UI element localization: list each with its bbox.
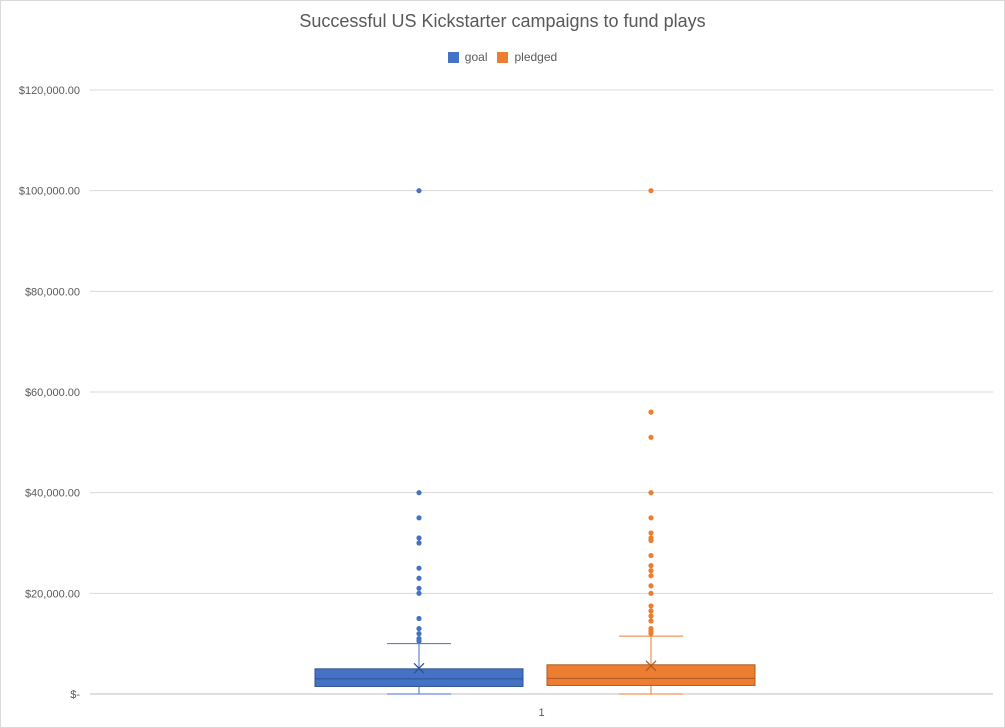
outlier-point-pledged <box>648 583 654 589</box>
legend-label-goal: goal <box>464 50 488 64</box>
legend-item-goal: goal <box>447 50 488 64</box>
chart-title: Successful US Kickstarter campaigns to f… <box>299 11 706 31</box>
y-tick-label: $80,000.00 <box>25 286 80 298</box>
outlier-point-goal <box>416 515 422 521</box>
outlier-point-pledged <box>648 573 654 579</box>
outlier-point-goal <box>416 575 422 581</box>
outlier-point-goal <box>416 188 422 194</box>
outlier-point-goal <box>416 638 422 644</box>
legend-label-pledged: pledged <box>514 50 558 64</box>
outlier-point-goal <box>416 615 422 622</box>
mean-marker-pledged <box>645 660 657 672</box>
legend-swatch-pledged <box>497 51 509 63</box>
outlier-point-pledged <box>648 603 654 609</box>
mean-marker-goal <box>413 662 425 674</box>
outlier-point-pledged <box>648 613 654 619</box>
outlier-point-goal <box>416 540 422 546</box>
x-tick-label: 1 <box>538 707 544 719</box>
y-tick-label: $- <box>70 689 80 701</box>
outlier-point-pledged <box>648 188 654 194</box>
y-tick-label: $100,000.00 <box>19 186 80 198</box>
outlier-point-goal <box>416 490 422 496</box>
outlier-point-pledged <box>648 537 654 544</box>
outlier-point-goal <box>416 585 422 591</box>
outlier-point-pledged <box>648 490 654 496</box>
legend-item-pledged: pledged <box>497 50 557 64</box>
legend-swatch-goal <box>447 51 459 63</box>
y-tick-label: $60,000.00 <box>25 387 80 399</box>
y-tick-label: $120,000.00 <box>19 85 80 97</box>
outlier-point-pledged <box>648 409 654 415</box>
outlier-point-pledged <box>648 515 654 521</box>
outlier-point-pledged <box>648 563 654 569</box>
outlier-point-pledged <box>648 434 654 440</box>
outlier-point-goal <box>416 625 422 632</box>
outlier-point-pledged <box>648 568 654 574</box>
box-goal <box>314 668 524 687</box>
outlier-point-goal <box>416 535 422 541</box>
y-tick-label: $40,000.00 <box>25 488 80 500</box>
outlier-point-pledged <box>648 590 654 596</box>
outlier-point-pledged <box>648 618 654 624</box>
outlier-point-pledged <box>648 530 654 536</box>
legend: goal pledged <box>0 50 1005 64</box>
outlier-point-goal <box>416 631 422 637</box>
outlier-point-goal <box>416 590 422 596</box>
y-tick-label: $20,000.00 <box>25 588 80 600</box>
outlier-point-goal <box>416 565 422 571</box>
outlier-point-pledged <box>648 631 654 637</box>
box-pledged <box>546 664 756 686</box>
outlier-point-pledged <box>648 552 654 559</box>
outlier-point-pledged <box>648 608 654 614</box>
